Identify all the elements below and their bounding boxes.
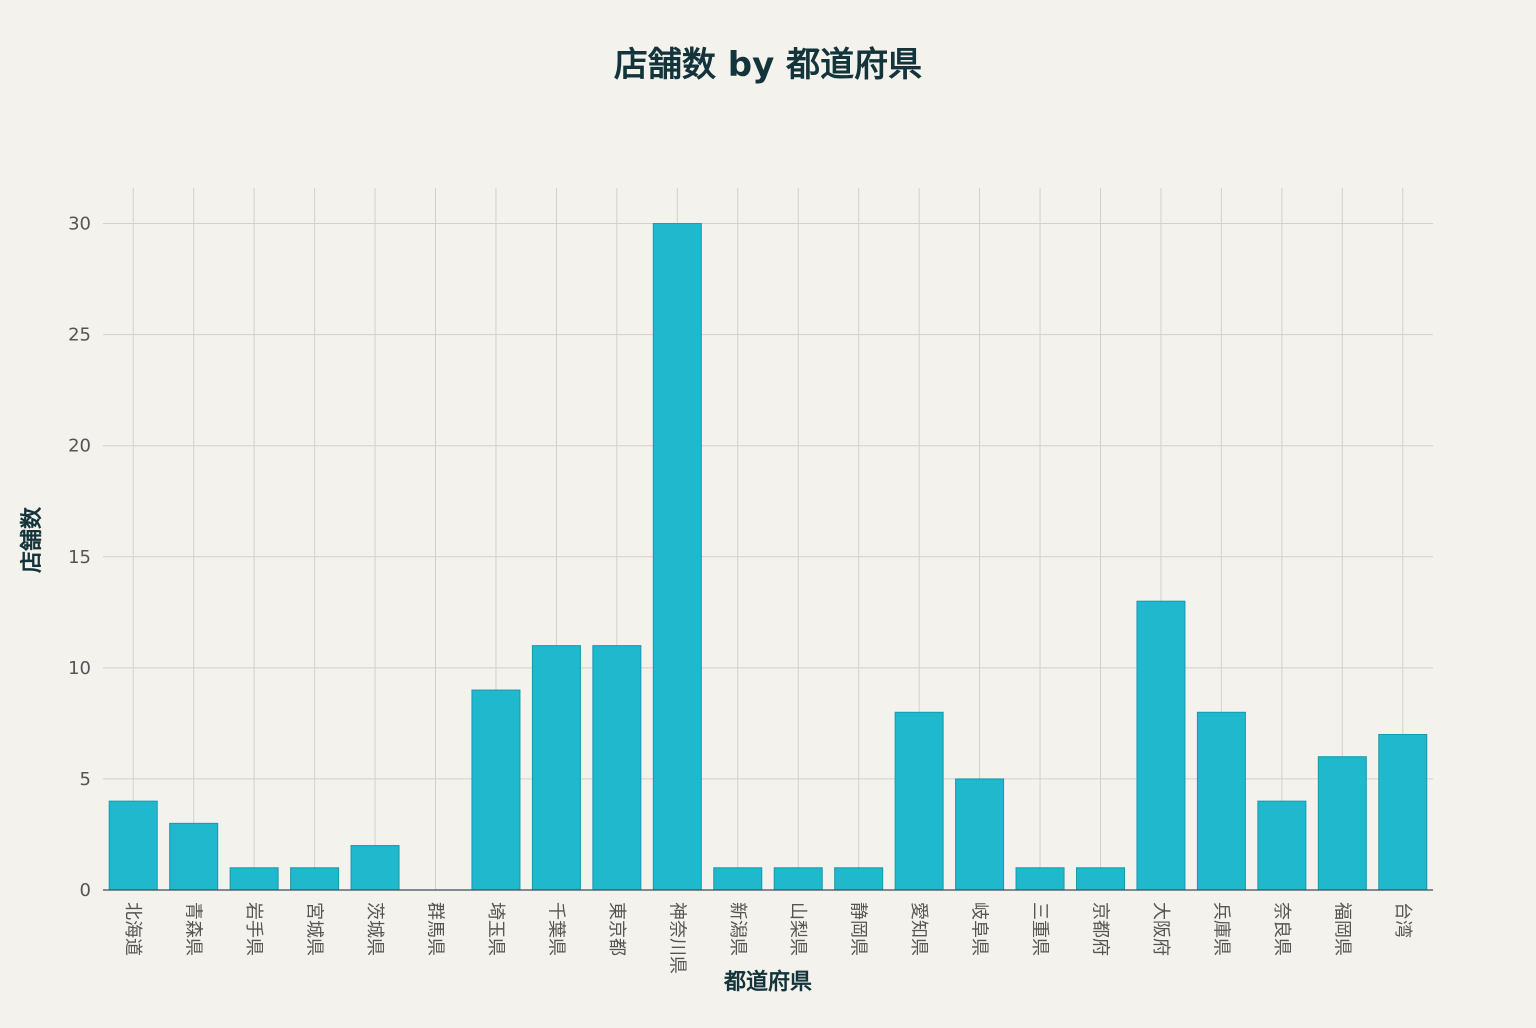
- bar-大阪府: [1136, 600, 1186, 891]
- x-tick-label: 北海道: [122, 902, 143, 956]
- label-layer: 0 5 10 15 20 25 30 北海道 青森県 岩手県 宮城県 茨城県 群馬県 埼玉県 千葉県 東京都 神…: [68, 214, 1413, 974]
- bar-岩手県: [229, 867, 279, 891]
- bar-神奈川県: [652, 223, 702, 891]
- bar-奈良県: [1257, 800, 1307, 891]
- bar-山梨県: [773, 867, 823, 891]
- bar-兵庫県: [1196, 711, 1246, 891]
- x-tick-label: 青森県: [183, 902, 204, 956]
- x-tick-label: 群馬県: [425, 902, 446, 956]
- bar-台湾: [1378, 733, 1428, 891]
- y-tick-label: 25: [68, 325, 91, 346]
- bar-北海道: [108, 800, 158, 891]
- x-tick-label: 千葉県: [545, 902, 566, 956]
- bar-三重県: [1015, 867, 1065, 891]
- x-tick-label: 埼玉県: [485, 902, 506, 956]
- bar-静岡県: [834, 867, 884, 891]
- y-tick-label: 15: [68, 547, 91, 568]
- x-tick-label: 台湾: [1392, 902, 1413, 938]
- bar-千葉県: [531, 645, 581, 891]
- bar-埼玉県: [471, 689, 521, 891]
- x-tick-label: 愛知県: [908, 902, 929, 956]
- y-tick-label: 30: [68, 214, 91, 235]
- bar-宮城県: [290, 867, 340, 891]
- bar-京都府: [1076, 867, 1125, 891]
- x-tick-label: 宮城県: [304, 902, 325, 956]
- chart-title: 店舗数 by 都道府県: [614, 45, 922, 85]
- x-tick-label: 京都府: [1090, 902, 1111, 956]
- x-tick-label: 静岡県: [848, 902, 869, 956]
- x-tick-label: 神奈川県: [666, 902, 687, 974]
- x-tick-label: 奈良県: [1271, 902, 1292, 956]
- x-tick-label: 岐阜県: [969, 902, 990, 956]
- bar-青森県: [169, 822, 219, 891]
- bar-岐阜県: [955, 778, 1005, 891]
- bar-新潟県: [713, 867, 763, 891]
- x-tick-label: 岩手県: [243, 902, 264, 956]
- x-tick-label: 兵庫県: [1210, 902, 1231, 956]
- y-tick-label: 10: [68, 658, 91, 679]
- y-tick-label: 0: [80, 880, 91, 901]
- x-tick-label: 茨城県: [364, 902, 385, 956]
- x-tick-label: 山梨県: [787, 902, 808, 956]
- bar-東京都: [592, 645, 642, 891]
- x-tick-label: 三重県: [1029, 902, 1050, 956]
- y-tick-label: 20: [68, 436, 91, 457]
- bar-layer: [108, 223, 1428, 891]
- bar-愛知県: [894, 711, 944, 891]
- y-tick-label: 5: [80, 769, 91, 790]
- x-tick-label: 東京都: [606, 902, 627, 956]
- x-tick-label: 新潟県: [727, 902, 748, 956]
- x-tick-label: 大阪府: [1150, 902, 1171, 956]
- x-axis-title: 都道府県: [723, 969, 812, 995]
- y-axis-title: 店舗数: [19, 506, 45, 573]
- bar-茨城県: [350, 845, 400, 891]
- x-tick-label: 福岡県: [1331, 902, 1352, 956]
- bar-福岡県: [1317, 756, 1367, 891]
